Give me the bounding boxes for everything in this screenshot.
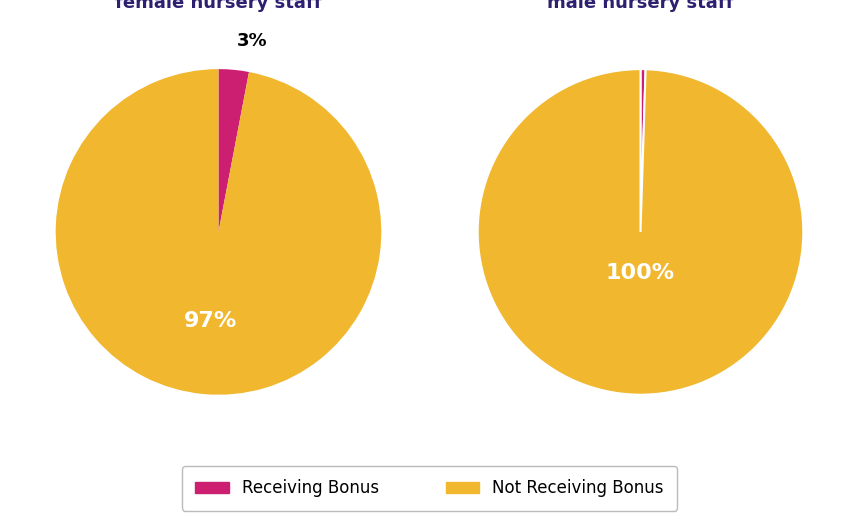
Wedge shape (641, 69, 646, 232)
Text: 100%: 100% (606, 263, 675, 283)
Legend: Receiving Bonus, Not Receiving Bonus: Receiving Bonus, Not Receiving Bonus (182, 466, 677, 511)
Wedge shape (56, 69, 381, 395)
Text: 3%: 3% (236, 32, 267, 50)
Title: Bonuses paid to
female nursery staff: Bonuses paid to female nursery staff (115, 0, 322, 11)
Text: 97%: 97% (184, 311, 237, 331)
Title: Bonuses paid to
male nursery staff: Bonuses paid to male nursery staff (547, 0, 734, 11)
Wedge shape (218, 69, 249, 232)
Wedge shape (478, 69, 803, 395)
